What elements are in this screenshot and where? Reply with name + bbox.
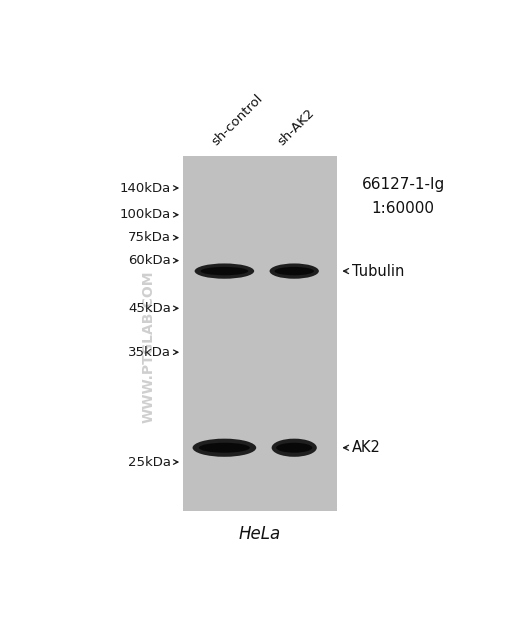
Text: 35kDa: 35kDa — [128, 346, 171, 359]
Text: HeLa: HeLa — [238, 525, 280, 542]
Text: 25kDa: 25kDa — [128, 456, 171, 469]
Text: sh-AK2: sh-AK2 — [275, 107, 316, 148]
Text: 45kDa: 45kDa — [128, 302, 171, 315]
Text: 66127-1-Ig: 66127-1-Ig — [361, 177, 445, 192]
FancyBboxPatch shape — [183, 156, 338, 512]
Ellipse shape — [199, 443, 250, 453]
Ellipse shape — [272, 439, 317, 457]
Text: sh-control: sh-control — [209, 92, 265, 148]
Ellipse shape — [192, 439, 256, 457]
Text: 140kDa: 140kDa — [120, 182, 171, 195]
Text: 1:60000: 1:60000 — [372, 201, 435, 216]
Ellipse shape — [275, 267, 314, 275]
Text: 75kDa: 75kDa — [128, 231, 171, 244]
Text: Tubulin: Tubulin — [352, 264, 404, 278]
Ellipse shape — [200, 267, 248, 275]
Text: AK2: AK2 — [352, 440, 381, 455]
Text: 100kDa: 100kDa — [120, 208, 171, 221]
Ellipse shape — [195, 264, 254, 279]
Ellipse shape — [270, 264, 319, 279]
Text: WWW.PTGLAB.COM: WWW.PTGLAB.COM — [142, 270, 155, 423]
Text: 60kDa: 60kDa — [128, 254, 171, 267]
Ellipse shape — [276, 443, 312, 453]
